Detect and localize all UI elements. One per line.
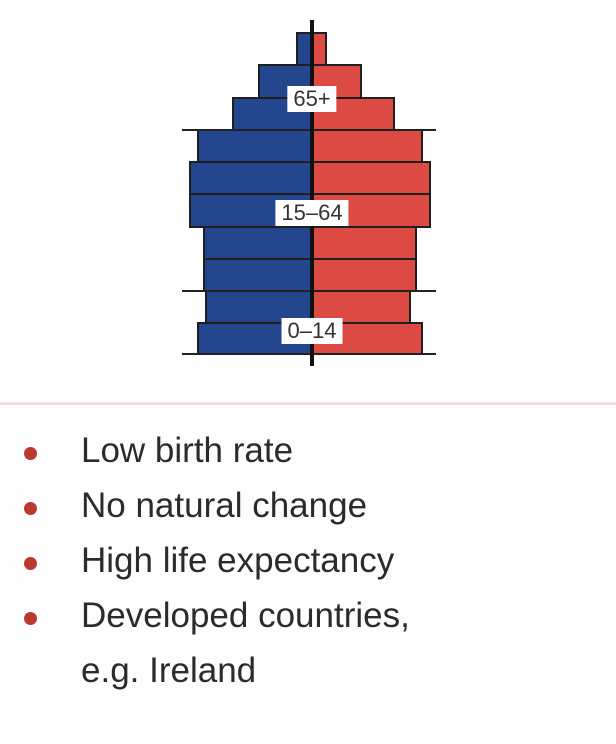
age-group-label: 0–14 (281, 318, 343, 344)
age-group-divider (182, 353, 436, 355)
bullet-icon (24, 502, 37, 515)
male-bar (203, 226, 312, 260)
male-bar (197, 129, 312, 163)
bullet-icon (24, 557, 37, 570)
female-bar (312, 64, 362, 99)
female-bar (312, 32, 327, 66)
female-bar (312, 226, 417, 260)
list-item-text: No natural change (81, 486, 368, 525)
age-group-divider (182, 129, 436, 131)
age-group-label: 65+ (287, 86, 337, 112)
female-bar (312, 161, 431, 195)
bullet-icon (24, 447, 37, 460)
age-group-divider (182, 290, 436, 292)
list-item: High life expectancy (0, 533, 616, 588)
list-item: No natural change (0, 478, 616, 533)
population-pyramid: 65+ 15–64 0–14 (182, 20, 436, 366)
list-item: Developed countries, e.g. Ireland (0, 588, 616, 698)
bullet-icon (24, 612, 37, 625)
list-item-continuation: e.g. Ireland (81, 651, 257, 690)
divider (0, 402, 616, 405)
female-bar (312, 258, 417, 292)
list-item-text: Low birth rate (81, 431, 294, 470)
list-item-text: High life expectancy (81, 541, 395, 580)
pyramid-panel: 65+ 15–64 0–14 (182, 20, 436, 366)
male-bar (203, 258, 312, 292)
center-axis (310, 20, 314, 366)
female-bar (312, 129, 423, 163)
characteristics-list: Low birth rate No natural change High li… (0, 423, 616, 698)
list-item: Low birth rate (0, 423, 616, 478)
male-bar (189, 161, 312, 195)
characteristics-panel: Low birth rate No natural change High li… (0, 405, 616, 744)
age-group-label: 15–64 (275, 200, 349, 226)
list-item-text: Developed countries, (81, 596, 410, 635)
